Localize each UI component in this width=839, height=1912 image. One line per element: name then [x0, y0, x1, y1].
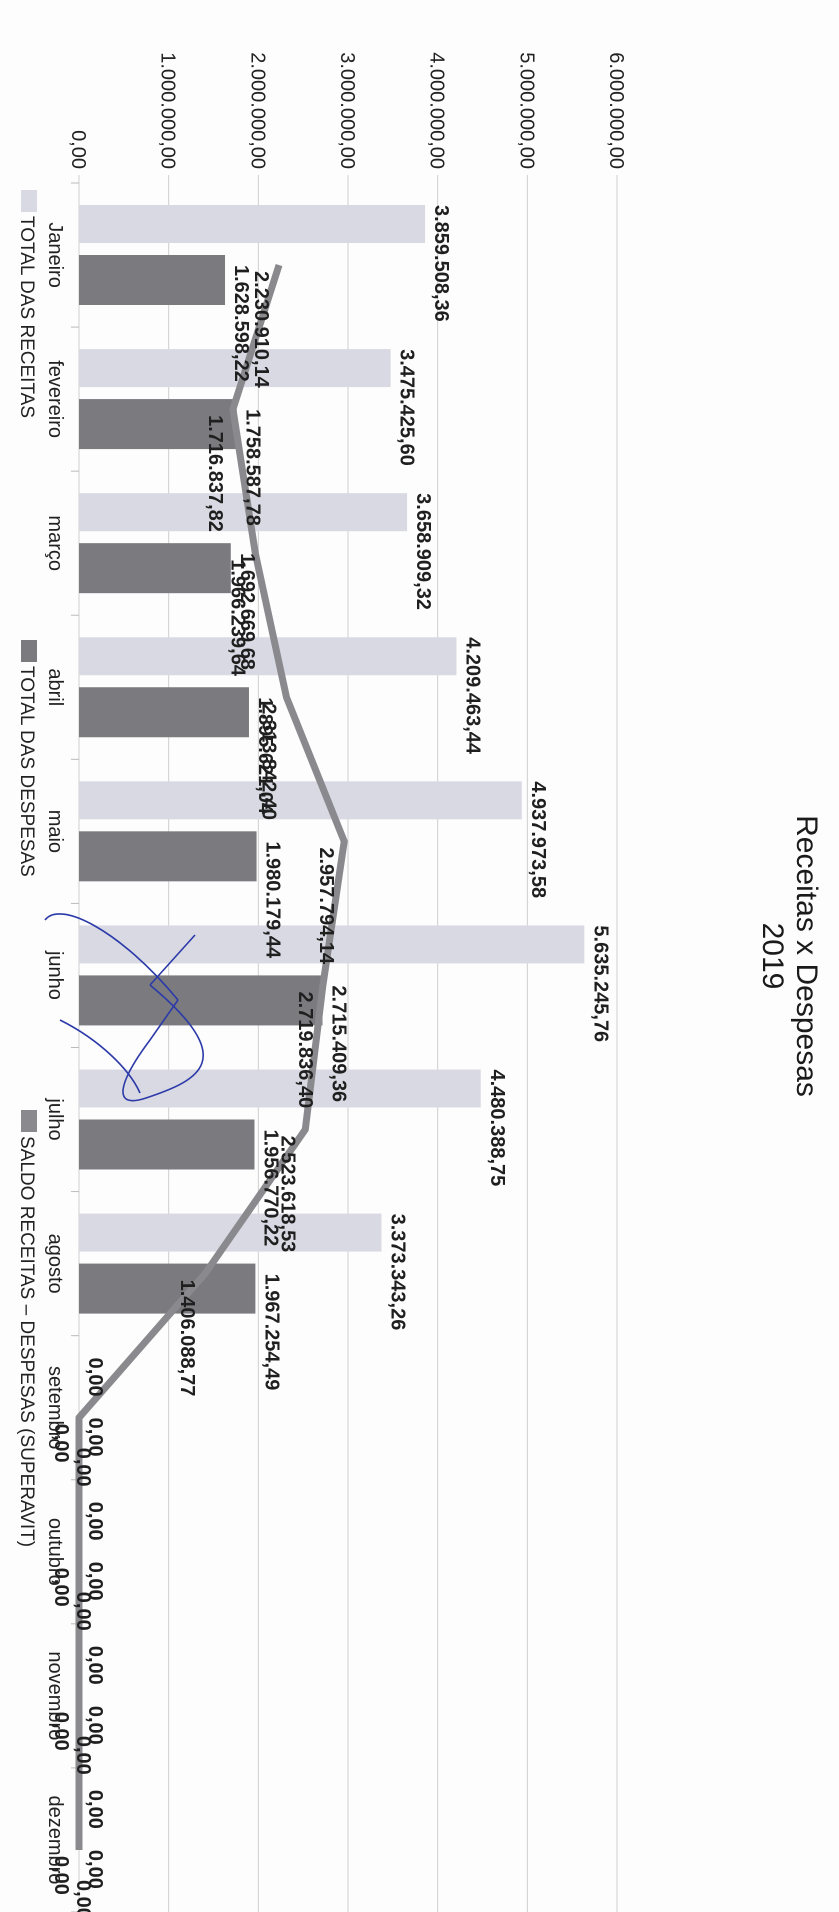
gridlines — [71, 175, 618, 1912]
bar-despesas — [78, 255, 226, 305]
chart-title: Receitas x Despesas — [790, 815, 823, 1097]
despesas-data-label: 1.895.621,04 — [254, 697, 276, 815]
bar-despesas — [79, 543, 231, 594]
saldo-data-label: 0,00 — [50, 1856, 72, 1895]
despesas-data-label: 1.758.587,78 — [242, 409, 264, 526]
despesas-data-label: 0,00 — [84, 1850, 106, 1889]
despesas-data-label: 1.967.254,49 — [260, 1274, 282, 1391]
y-tick-label: 6.000.000,00 — [605, 52, 627, 169]
bar-despesas — [79, 399, 237, 450]
category-label: junho — [44, 950, 66, 1000]
despesas-data-label: 1.692.669,68 — [236, 553, 258, 670]
despesas-data-label: 1.980.179,44 — [262, 841, 284, 959]
bar-receitas — [79, 637, 457, 676]
y-tick-label: 5.000.000,00 — [515, 52, 537, 169]
saldo-data-label: 0,00 — [50, 1568, 72, 1607]
bar-receitas — [79, 781, 522, 820]
category-label: março — [44, 515, 66, 571]
legend-swatch — [21, 1110, 37, 1132]
bar-receitas — [79, 349, 391, 388]
bar-receitas — [79, 1069, 481, 1108]
category-label: setembro — [44, 1366, 66, 1449]
category-label: dezembro — [44, 1795, 66, 1884]
bar-despesas — [79, 1119, 255, 1170]
y-tick-label: 3.000.000,00 — [336, 52, 358, 169]
category-label: agosto — [44, 1234, 66, 1294]
bar-despesas — [78, 975, 323, 1026]
receitas-data-label: 3.475.425,60 — [396, 349, 418, 466]
legend-swatch — [21, 640, 37, 662]
receitas-data-label: 4.209.463,44 — [461, 637, 483, 755]
bar-despesas — [79, 831, 257, 882]
saldo-data-label: 1.406.088,77 — [176, 1280, 198, 1397]
y-tick-label: 2.000.000,00 — [246, 52, 268, 169]
y-tick-label: 1.000.000,00 — [157, 52, 179, 169]
bar-receitas — [79, 493, 408, 532]
category-label: maio — [44, 810, 66, 853]
despesas-data-label: 1.628.598,22 — [230, 265, 252, 382]
bar-despesas — [79, 1263, 256, 1314]
y-tick-label: 0,00 — [67, 130, 89, 169]
bars — [78, 205, 585, 1314]
saldo-data-label: 0,00 — [50, 1424, 72, 1463]
saldo-line — [75, 263, 348, 1850]
receitas-data-label: 4.480.388,75 — [486, 1070, 508, 1187]
saldo-data-label: 0,00 — [50, 1712, 72, 1751]
category-label: novembro — [44, 1651, 66, 1740]
legend-swatch — [21, 190, 37, 212]
extra-zero-label: 0,00 — [72, 1736, 94, 1775]
receitas-data-label: 3.658.909,32 — [412, 493, 434, 610]
extra-zero-label: 0,00 — [72, 1592, 94, 1631]
despesas-data-label: 0,00 — [84, 1706, 106, 1745]
receitas-data-label: 0,00 — [84, 1502, 106, 1541]
despesas-data-label: 2.715.409,36 — [327, 985, 349, 1102]
category-label: Janeiro — [44, 222, 66, 288]
bar-despesas — [78, 687, 249, 738]
category-label: abril — [44, 668, 66, 706]
receitas-data-label: 5.635.245,76 — [589, 925, 611, 1042]
receitas-data-label: 3.373.343,26 — [386, 1214, 408, 1331]
category-label: julho — [44, 1097, 66, 1140]
receitas-data-label: 0,00 — [84, 1358, 106, 1397]
receitas-data-label: 3.859.508,36 — [430, 205, 452, 322]
saldo-data-label: 2.957.794,14 — [315, 847, 337, 965]
despesas-data-label: 1.956.770,22 — [259, 1130, 281, 1247]
category-label: fevereiro — [44, 360, 66, 438]
receitas-data-label: 4.937.973,58 — [527, 781, 549, 898]
receitas-data-label: 0,00 — [84, 1646, 106, 1685]
y-tick-label: 4.000.000,00 — [426, 52, 448, 169]
saldo-data-label: 1.966.239,64 — [226, 559, 248, 677]
receitas-data-label: 0,00 — [84, 1790, 106, 1829]
despesas-data-label: 0,00 — [84, 1562, 106, 1601]
extra-zero-label: 0,00 — [72, 1880, 94, 1912]
pen-scribble — [44, 913, 204, 1102]
labels: 0,00 1.000.000,00 2.000.000,00 3.000.000,00… — [44, 52, 627, 1912]
despesas-data-label: 0,00 — [84, 1418, 106, 1457]
saldo-data-label: 2.313.842,40 — [257, 703, 279, 820]
extra-zero-label: 0,00 — [72, 1448, 94, 1487]
bar-receitas — [79, 205, 426, 243]
saldo-series-line — [75, 263, 348, 1850]
legend-label: TOTAL DAS RECEITAS — [16, 216, 37, 418]
category-label: outubro — [44, 1518, 66, 1586]
legend: TOTAL DAS RECEITAS TOTAL DAS DESPESAS SALD… — [16, 190, 37, 1547]
saldo-data-label: 2.230.910,14 — [250, 271, 272, 389]
saldo-data-label: 1.716.837,82 — [204, 415, 226, 532]
saldo-data-label: 2.719.836,40 — [294, 991, 316, 1108]
legend-label: TOTAL DAS DESPESAS — [16, 666, 37, 877]
saldo-data-label: 2.523.618,53 — [276, 1136, 298, 1253]
chart-subtitle: 2019 — [756, 923, 789, 990]
legend-label: SALDO RECEITAS – DESPESAS (SUPERAVIT) — [16, 1136, 37, 1547]
